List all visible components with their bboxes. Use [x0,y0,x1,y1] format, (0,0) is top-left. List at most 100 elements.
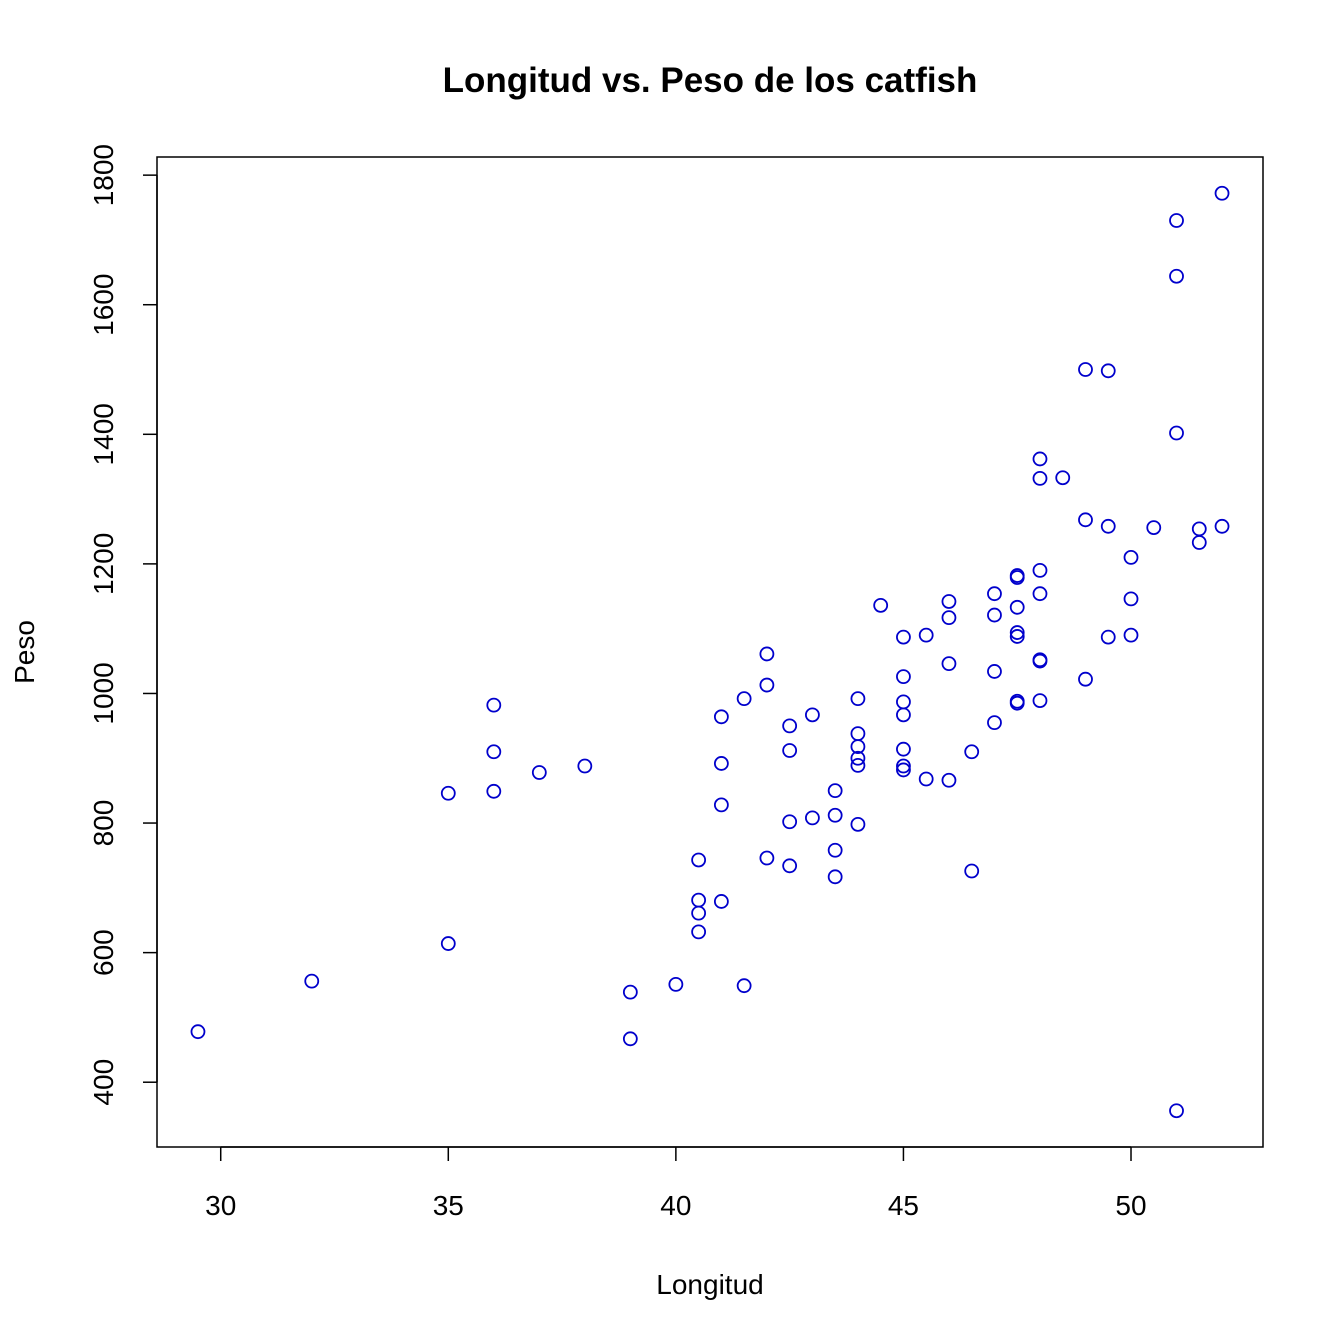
data-point [304,973,320,989]
y-tick-label: 1800 [88,144,119,206]
x-tick-label: 45 [888,1190,919,1221]
data-point [622,1031,638,1047]
chart-title: Longitud vs. Peso de los catfish [443,61,978,100]
data-point [691,905,707,921]
data-point [1146,520,1162,536]
x-tick-label: 30 [205,1190,236,1221]
data-point [805,707,820,723]
data-point [622,984,638,1000]
data-point [1032,586,1048,602]
data-point [440,785,456,801]
data-point [1032,562,1048,578]
data-point [850,750,866,766]
data-point [850,691,866,707]
data-point [1032,653,1048,669]
data-point [1078,512,1093,528]
data-point [1169,425,1184,441]
data-point [486,697,502,713]
y-tick-label: 1400 [88,403,119,465]
data-points [190,185,1230,1119]
data-point [190,1024,206,1040]
data-point [486,783,502,799]
y-axis-label: Peso [9,620,40,684]
data-point [1009,695,1025,711]
y-tick-label: 1200 [88,533,119,595]
data-point [1032,693,1048,708]
y-tick-label: 600 [88,929,119,976]
x-tick-label: 35 [433,1190,464,1221]
plot-frame [156,156,1264,1148]
x-axis: 30 35 40 45 50 [205,1146,1147,1221]
data-point [896,741,911,757]
x-axis-label: Longitud [656,1269,763,1300]
data-point [941,594,957,609]
data-point [759,850,775,866]
data-point [440,936,456,951]
data-point [987,715,1002,731]
data-point [782,858,798,874]
data-point [964,744,980,760]
data-point [691,852,707,868]
x-tick-label: 40 [660,1190,691,1221]
data-point [782,718,798,734]
data-point [713,894,729,909]
data-point [1078,671,1093,687]
data-point [1123,627,1139,643]
data-point [896,762,911,778]
data-point [691,924,707,940]
data-point [896,629,911,645]
data-point [1055,470,1071,486]
y-tick-label: 800 [88,800,119,847]
data-point [827,869,843,885]
data-point [850,757,866,773]
data-point [782,743,798,758]
data-point [1191,535,1207,550]
data-point [827,783,843,799]
data-point [827,807,843,823]
y-axis: 400 600 800 1000 1200 1400 1600 1800 [88,144,158,1106]
data-point [1191,521,1207,537]
data-point [1123,591,1139,607]
data-point [964,863,980,879]
data-point [1169,268,1184,284]
data-point [759,677,775,693]
data-point [531,765,547,780]
data-point [896,669,911,685]
data-point [896,707,911,723]
data-point [850,816,866,832]
data-point [873,597,889,613]
data-point [1169,1103,1184,1119]
data-point [1009,625,1025,640]
data-point [736,691,752,707]
data-point [1078,362,1093,377]
data-point [736,978,752,994]
data-point [1009,599,1025,615]
data-point [896,758,911,774]
data-point [805,810,820,826]
data-point [850,739,866,754]
data-point [759,646,775,662]
data-point [486,744,502,760]
data-point [1032,451,1048,467]
y-tick-label: 1600 [88,274,119,336]
data-point [1123,550,1139,565]
data-point [827,842,843,858]
data-point [1214,185,1230,201]
data-point [918,771,934,787]
data-point [1032,470,1048,486]
data-point [1009,629,1025,644]
data-point [782,814,798,830]
data-point [1009,570,1025,585]
data-point [1100,518,1116,534]
data-point [918,627,934,643]
y-tick-label: 400 [88,1059,119,1106]
data-point [987,664,1002,679]
data-point [941,656,957,672]
data-point [668,976,684,992]
y-tick-label: 1000 [88,662,119,724]
data-point [941,772,957,788]
data-point [941,610,957,626]
data-point [1100,363,1116,379]
data-point [987,607,1002,623]
